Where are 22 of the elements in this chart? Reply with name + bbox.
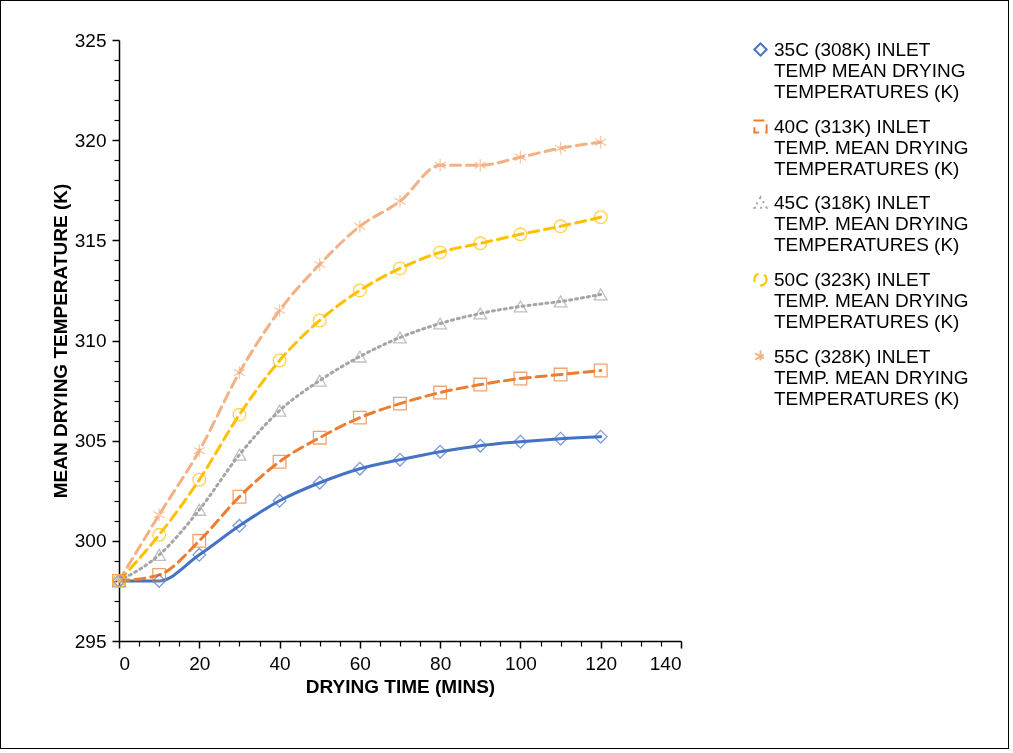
y-tick-label: 320	[74, 129, 107, 151]
y-tick-label: 295	[74, 630, 107, 652]
legend-label: 45C (318K) INLET TEMP. MEAN DRYING TEMPERATURES (K)	[774, 191, 969, 255]
x-tick-label: 0	[119, 652, 131, 674]
y-axis-title: MEAN DRYING TEMPERATURE (K)	[49, 183, 71, 499]
legend-label: 50C (323K) INLET TEMP. MEAN DRYING TEMPERATURES (K)	[774, 268, 969, 332]
x-tick-label: 100	[505, 652, 537, 674]
x-tick-label: 20	[189, 652, 211, 674]
y-tick-label: 300	[74, 530, 107, 552]
legend-label: 40C (313K) INLET TEMP. MEAN DRYING TEMPERATURES (K)	[774, 115, 969, 179]
x-tick-label: 60	[349, 652, 371, 674]
x-tick-label: 140	[649, 652, 682, 674]
x-tick-label: 40	[269, 652, 291, 674]
x-tick-label: 120	[585, 652, 618, 674]
legend-label: 55C (328K) INLET TEMP. MEAN DRYING TEMPERATURES (K)	[774, 345, 969, 409]
y-tick-label: 310	[74, 330, 107, 351]
y-tick-label: 315	[74, 229, 107, 251]
x-tick-label: 80	[430, 652, 452, 674]
x-axis-title: DRYING TIME (MINS)	[305, 675, 496, 697]
y-tick-label: 305	[74, 430, 107, 452]
y-tick-label: 325	[74, 29, 107, 51]
legend-label: 35C (308K) INLET TEMP MEAN DRYING TEMPERATURES (K)	[774, 38, 966, 102]
